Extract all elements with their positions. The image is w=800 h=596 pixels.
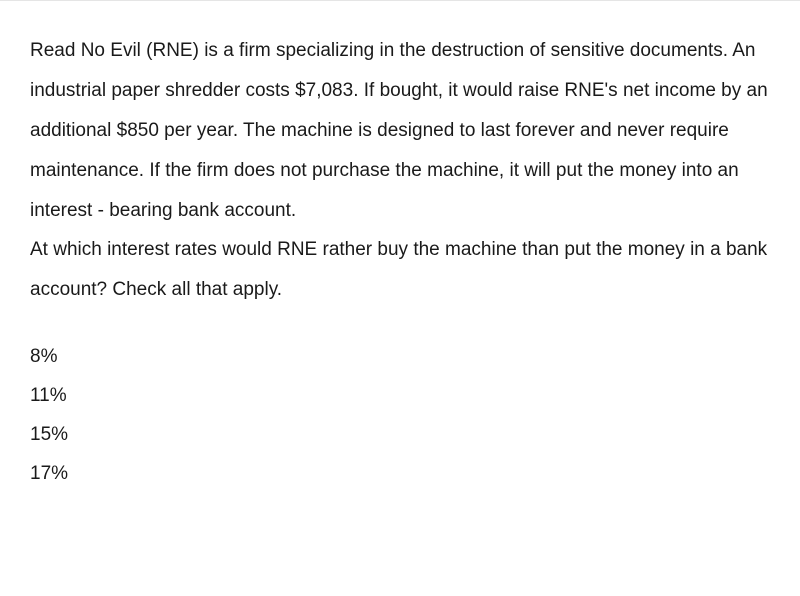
question-body-text: Read No Evil (RNE) is a firm specializin…	[30, 40, 768, 221]
option-0[interactable]: 8%	[30, 338, 770, 377]
question-text: Read No Evil (RNE) is a firm specializin…	[30, 31, 770, 310]
option-2[interactable]: 15%	[30, 416, 770, 455]
question-prompt-text: At which interest rates would RNE rather…	[30, 239, 767, 300]
option-3[interactable]: 17%	[30, 455, 770, 494]
answer-options: 8% 11% 15% 17%	[30, 338, 770, 494]
option-1[interactable]: 11%	[30, 377, 770, 416]
